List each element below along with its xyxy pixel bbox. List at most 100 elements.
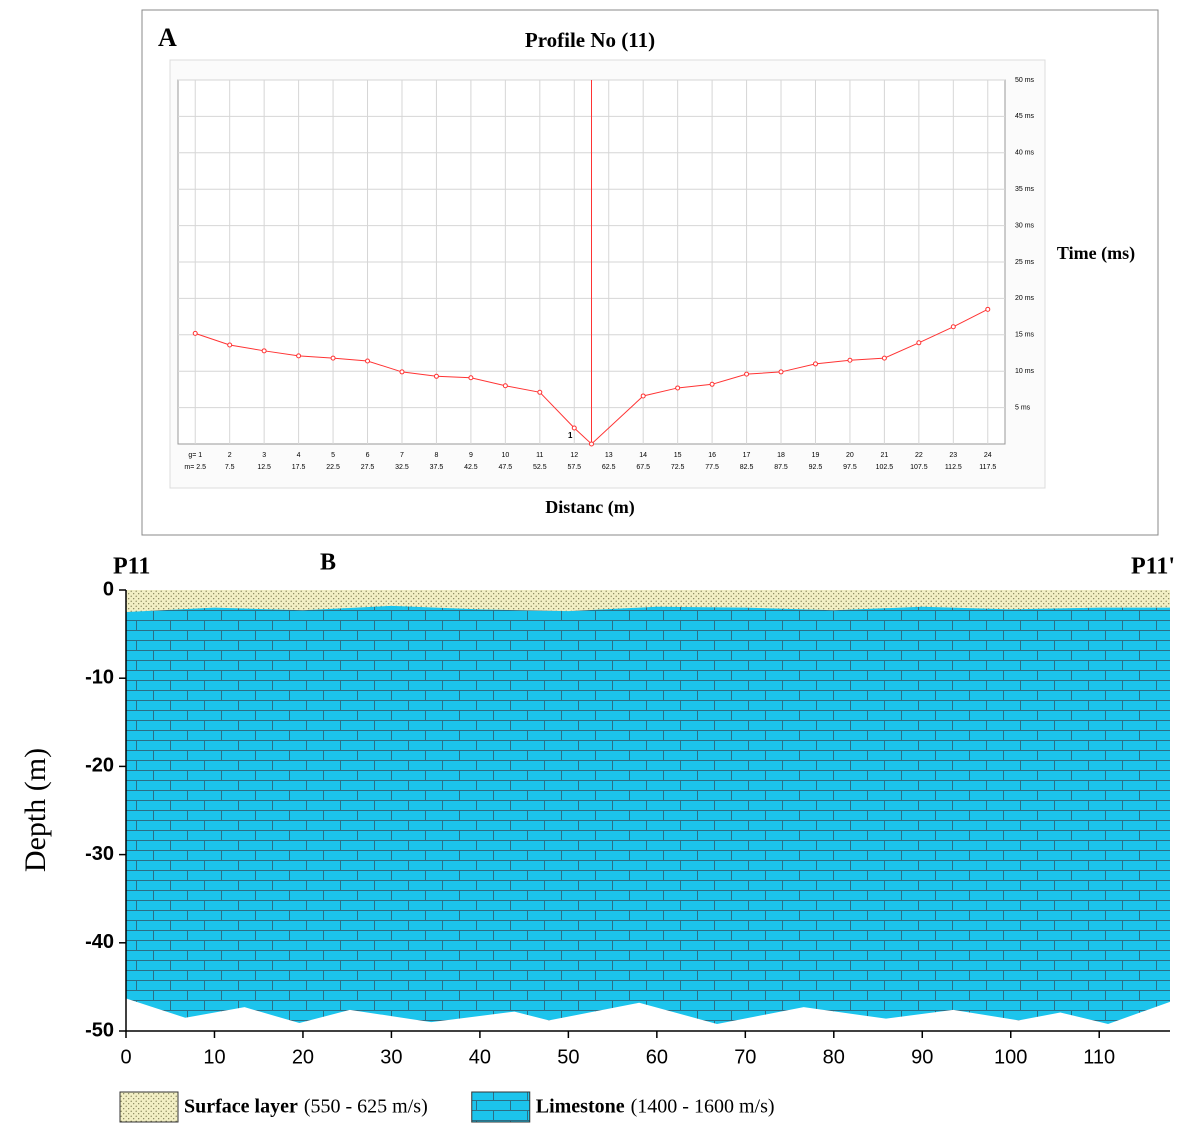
- legend-name: Surface layer: [184, 1096, 298, 1118]
- x-tick-label: 112.5: [945, 464, 962, 471]
- layer: [126, 590, 1170, 613]
- geophone-label: 19: [812, 452, 820, 459]
- x-tick-label: 32.5: [395, 464, 409, 471]
- data-point: [192, 330, 198, 336]
- x-tick-label: 0: [120, 1046, 131, 1068]
- y-tick-label: 5 ms: [1015, 404, 1031, 411]
- geophone-label: 11: [536, 452, 543, 459]
- x-tick-label: 67.5: [636, 464, 650, 471]
- x-tick-label: 100: [994, 1046, 1027, 1068]
- data-point: [589, 441, 594, 447]
- geophone-label: 2: [228, 452, 232, 459]
- x-tick-label: 92.5: [809, 464, 823, 471]
- x-tick-label: 20: [292, 1046, 314, 1068]
- geophone-label: 13: [605, 452, 613, 459]
- data-point: [296, 353, 302, 359]
- y-axis-label: Time (ms): [1057, 243, 1135, 264]
- data-point: [227, 342, 233, 348]
- geophone-label: 24: [984, 452, 992, 459]
- x-tick-label: 37.5: [430, 464, 444, 471]
- data-point: [330, 355, 336, 361]
- y-tick-label: -20: [85, 755, 114, 777]
- geophone-label: 6: [366, 452, 370, 459]
- data-point: [744, 371, 750, 377]
- data-point: [502, 383, 508, 389]
- y-axis-label: Depth (m): [19, 748, 52, 872]
- geophone-label: 18: [777, 452, 785, 459]
- y-tick-label: 45 ms: [1015, 113, 1035, 120]
- x-tick-label: 50: [557, 1046, 579, 1068]
- geophone-label: 5: [331, 452, 335, 459]
- data-point: [950, 324, 956, 330]
- data-point: [433, 373, 439, 379]
- x-tick-label: 62.5: [602, 464, 616, 471]
- geophone-label: 15: [674, 452, 682, 459]
- end-label: P11': [1131, 554, 1175, 580]
- y-tick-label: -50: [85, 1019, 114, 1041]
- legend-velocity: (1400 - 1600 m/s): [631, 1096, 775, 1118]
- geophone-label: 23: [949, 452, 957, 459]
- y-tick-label: 40 ms: [1015, 150, 1035, 157]
- x-tick-label: 42.5: [464, 464, 478, 471]
- geophone-label: g= 1: [188, 452, 202, 459]
- data-point: [365, 358, 371, 364]
- x-tick-label: 40: [469, 1046, 491, 1068]
- data-point: [640, 393, 646, 399]
- geophone-label: 22: [915, 452, 923, 459]
- geophone-label: 20: [846, 452, 854, 459]
- legend-swatch: [471, 1091, 531, 1123]
- y-tick-label: 50 ms: [1015, 77, 1035, 84]
- geophone-label: 4: [297, 452, 301, 459]
- data-point: [537, 389, 543, 395]
- x-tick-label: 47.5: [499, 464, 513, 471]
- x-tick-label: 17.5: [292, 464, 306, 471]
- geophone-label: 21: [880, 452, 888, 459]
- geophone-label: 8: [434, 452, 438, 459]
- data-point: [847, 357, 853, 363]
- x-tick-label: 22.5: [326, 464, 340, 471]
- data-point: [709, 381, 715, 387]
- y-tick-label: -30: [85, 843, 114, 865]
- x-tick-label: 90: [911, 1046, 933, 1068]
- legend-name: Limestone: [536, 1096, 625, 1118]
- data-point: [571, 425, 577, 431]
- y-tick-label: -10: [85, 666, 114, 688]
- data-point: [881, 355, 887, 361]
- chart-title: Profile No (11): [525, 28, 655, 52]
- y-tick-label: 35 ms: [1015, 186, 1035, 193]
- x-tick-label: 80: [823, 1046, 845, 1068]
- x-tick-label: 77.5: [705, 464, 719, 471]
- geophone-label: 17: [743, 452, 751, 459]
- y-tick-label: 30 ms: [1015, 222, 1035, 229]
- x-tick-label: 60: [646, 1046, 668, 1068]
- x-tick-label: 30: [380, 1046, 402, 1068]
- panel-label: A: [158, 23, 177, 52]
- x-tick-label: 72.5: [671, 464, 685, 471]
- legend-velocity: (550 - 625 m/s): [304, 1096, 428, 1118]
- x-tick-label: 10: [203, 1046, 225, 1068]
- x-tick-label: 117.5: [979, 464, 996, 471]
- x-tick-label: 110: [1083, 1046, 1115, 1068]
- x-tick-label: m= 2.5: [184, 464, 206, 471]
- y-tick-label: 0: [103, 578, 114, 600]
- y-tick-label: -40: [85, 931, 114, 953]
- data-point: [812, 361, 818, 367]
- y-tick-label: 15 ms: [1015, 332, 1035, 339]
- x-tick-label: 97.5: [843, 464, 857, 471]
- x-tick-label: 7.5: [225, 464, 235, 471]
- geophone-label: 9: [469, 452, 473, 459]
- geophone-label: 3: [262, 452, 266, 459]
- y-tick-label: 20 ms: [1015, 295, 1035, 302]
- annotation: 1: [568, 431, 573, 440]
- data-point: [399, 369, 405, 375]
- geophone-label: 10: [501, 452, 509, 459]
- y-tick-label: 10 ms: [1015, 368, 1035, 375]
- y-tick-label: 25 ms: [1015, 259, 1035, 266]
- x-axis-label: Distanc (m): [545, 497, 634, 518]
- geophone-label: 12: [570, 452, 578, 459]
- data-point: [468, 375, 474, 381]
- data-point: [778, 369, 784, 375]
- x-tick-label: 70: [734, 1046, 756, 1068]
- geophone-label: 14: [639, 452, 647, 459]
